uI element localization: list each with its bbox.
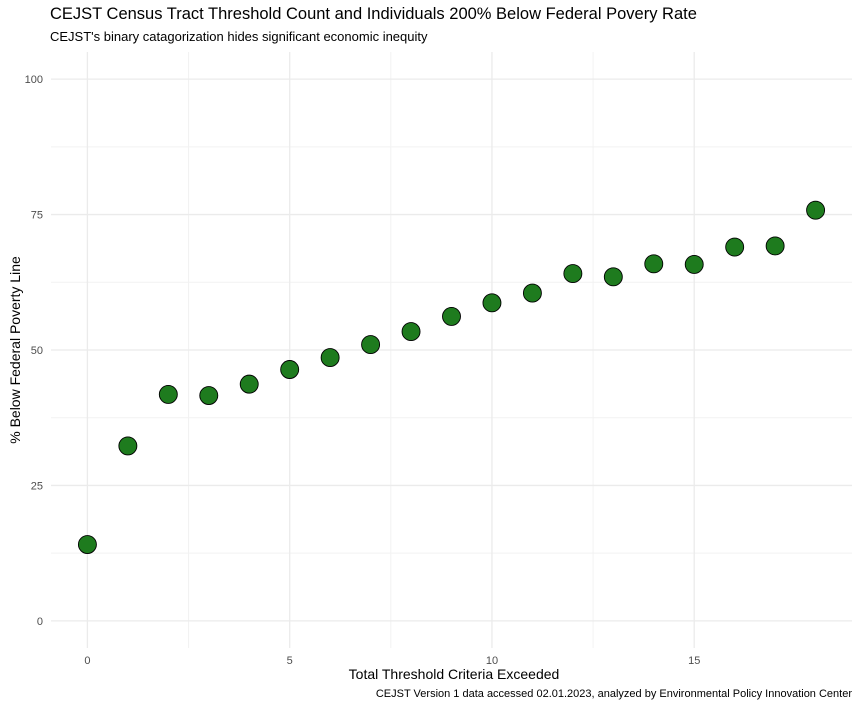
- gridlines: [51, 52, 852, 648]
- y-tick-label: 100: [25, 74, 43, 86]
- data-point: [765, 236, 785, 256]
- chart-caption: CEJST Version 1 data accessed 02.01.2023…: [375, 688, 852, 700]
- data-point: [280, 360, 300, 379]
- x-tick-labels: 0 5 10 15: [84, 655, 700, 667]
- y-tick-labels: 0 25 50 75 100: [25, 74, 43, 628]
- data-point: [442, 306, 461, 326]
- data-point: [361, 335, 381, 355]
- y-tick-label: 0: [37, 616, 43, 628]
- data-point: [563, 264, 583, 284]
- x-tick-label: 10: [486, 655, 498, 667]
- data-point: [644, 254, 664, 274]
- y-tick-label: 75: [31, 210, 43, 222]
- data-point: [199, 386, 219, 405]
- data-point: [320, 348, 340, 368]
- data-points: [77, 200, 826, 554]
- data-point: [401, 322, 421, 342]
- data-point: [725, 237, 745, 257]
- data-point: [77, 535, 97, 554]
- data-point: [482, 293, 502, 313]
- data-point: [806, 200, 826, 220]
- x-tick-label: 5: [287, 655, 293, 667]
- data-point: [522, 283, 542, 303]
- chart-subtitle: CEJST's binary catagorization hides sign…: [50, 29, 428, 44]
- y-axis-label: % Below Federal Poverty Line: [7, 256, 23, 444]
- data-point: [239, 374, 259, 394]
- data-point: [118, 436, 138, 456]
- data-point: [158, 384, 178, 404]
- x-tick-label: 0: [84, 655, 90, 667]
- x-tick-label: 15: [688, 655, 700, 667]
- y-tick-label: 50: [31, 345, 43, 357]
- y-tick-label: 25: [31, 480, 43, 492]
- data-point: [684, 254, 704, 274]
- data-point: [603, 267, 623, 287]
- x-axis-label: Total Threshold Criteria Exceeded: [348, 666, 560, 682]
- chart-title: CEJST Census Tract Threshold Count and I…: [50, 5, 697, 23]
